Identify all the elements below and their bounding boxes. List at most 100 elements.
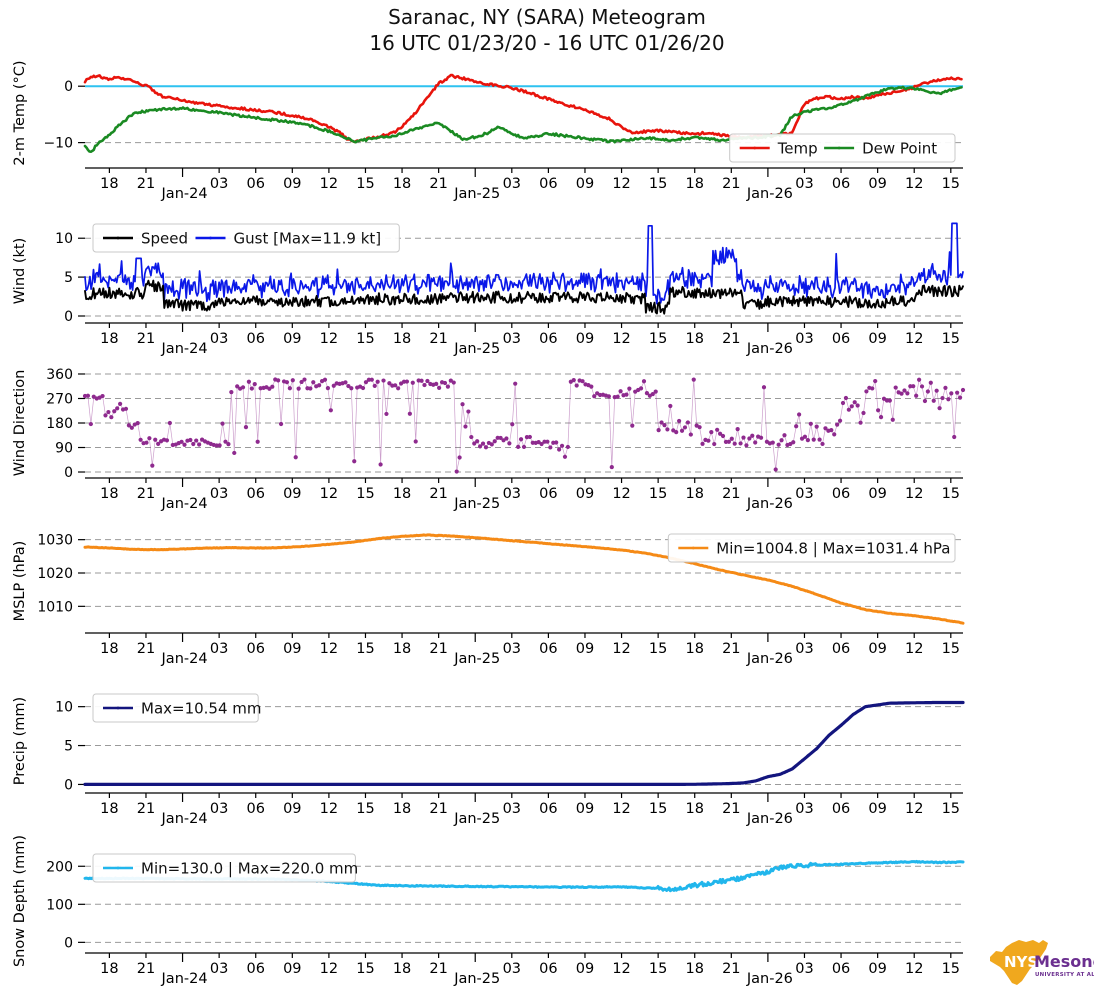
x-hour-label: 03 — [503, 331, 521, 347]
wind-direction-point — [431, 382, 436, 387]
legend-box — [92, 693, 259, 723]
wind-direction-point — [153, 437, 158, 442]
wind-direction-point — [873, 378, 878, 384]
wind-direction-point — [852, 400, 857, 405]
wind-direction-point — [255, 439, 260, 444]
wind-direction-point — [937, 406, 942, 411]
x-hour-label: 18 — [393, 641, 411, 657]
wind-direction-point — [141, 441, 146, 446]
wind-direction-point — [287, 386, 292, 391]
wind-direction-point — [864, 389, 869, 394]
x-hour-label: 03 — [503, 176, 521, 192]
x-hour-label: 15 — [649, 176, 667, 192]
x-hour-label: 12 — [320, 331, 338, 347]
wind-direction-point — [135, 421, 140, 426]
wind-direction-point — [595, 391, 600, 396]
wind-direction-point — [501, 438, 506, 443]
x-hour-label: 06 — [539, 641, 557, 657]
y-axis-label-precip: Precip (mm) — [12, 696, 28, 785]
x-hour-label: 03 — [795, 961, 813, 977]
wind-direction-point — [799, 436, 805, 441]
x-hour-label: 15 — [942, 331, 960, 347]
x-hour-label: 21 — [722, 961, 740, 977]
wind-direction-point — [723, 439, 729, 445]
wind-direction-point — [425, 378, 430, 384]
wind-direction-point — [761, 385, 767, 390]
x-hour-label: 03 — [795, 331, 813, 347]
wind-direction-point — [785, 442, 790, 448]
legend-label: Dew Point — [862, 140, 937, 158]
x-hour-label: 09 — [283, 331, 301, 347]
y-tick-label: 10 — [55, 231, 73, 247]
wind-direction-point — [829, 428, 834, 433]
wind-direction-point — [887, 398, 892, 403]
wind-direction-point — [478, 444, 483, 449]
wind-direction-point — [665, 427, 670, 432]
y-tick-label: 5 — [64, 270, 73, 286]
wind-direction-point — [679, 428, 685, 433]
legend-marker — [116, 706, 120, 710]
x-hour-label: 12 — [320, 176, 338, 192]
wind-direction-point — [533, 440, 538, 445]
x-hour-label: 09 — [283, 486, 301, 502]
wind-direction-point — [606, 394, 611, 399]
x-hour-label: 15 — [942, 801, 960, 817]
wind-direction-point — [797, 412, 802, 417]
x-hour-label: 18 — [685, 801, 703, 817]
wind-direction-point — [712, 441, 717, 447]
legend-marker — [209, 236, 212, 240]
x-hour-label: 12 — [905, 961, 923, 977]
wind-direction-point — [636, 387, 641, 393]
wind-direction-point — [112, 409, 117, 414]
wind-direction-point — [211, 442, 216, 448]
wind-direction-point — [194, 438, 199, 443]
x-hour-label: 06 — [832, 176, 850, 192]
wind-direction-point — [308, 386, 313, 391]
series-line-snow-depth — [83, 859, 965, 893]
logo-svg: NYS Mesonet UNIVERSITY AT ALBANY — [990, 940, 1094, 985]
wind-direction-point — [185, 438, 190, 443]
x-hour-label: 12 — [320, 961, 338, 977]
series-line-dew-point — [83, 85, 963, 153]
wind-direction-point — [902, 388, 907, 393]
y-tick-label: 0 — [64, 79, 73, 95]
wind-direction-point — [229, 390, 234, 395]
wind-direction-point — [650, 391, 655, 397]
x-hour-label: 12 — [905, 801, 923, 817]
wind-direction-point — [88, 421, 93, 427]
x-hour-label: 15 — [649, 961, 667, 977]
x-hour-label: 03 — [210, 486, 228, 502]
x-hour-label: 21 — [722, 641, 740, 657]
wind-direction-point — [876, 408, 881, 413]
legend-temp: Temp Dew Point — [729, 133, 956, 163]
wind-direction-point — [270, 384, 275, 389]
wind-direction-point — [325, 386, 331, 391]
wind-direction-point — [103, 413, 108, 418]
wind-direction-point — [205, 440, 211, 445]
wind-direction-point — [521, 444, 527, 450]
wind-direction-point — [747, 436, 752, 441]
x-day-label: Jan-25 — [453, 651, 500, 667]
x-hour-label: 15 — [649, 801, 667, 817]
wind-direction-point — [791, 440, 796, 445]
wind-direction-point — [846, 407, 851, 412]
x-hour-label: 15 — [649, 331, 667, 347]
wind-direction-point — [396, 386, 401, 391]
wind-direction-point — [922, 398, 928, 404]
wind-direction-point — [150, 463, 155, 468]
y-axis-label-winddir: Wind Direction — [12, 369, 28, 477]
wind-direction-point — [448, 378, 453, 383]
x-hour-label: 12 — [612, 641, 630, 657]
wind-direction-point — [624, 392, 629, 397]
wind-direction-point — [931, 398, 936, 403]
wind-direction-point — [697, 425, 702, 430]
wind-direction-point — [261, 385, 266, 390]
wind-direction-point — [952, 434, 957, 440]
wind-direction-point — [384, 411, 389, 417]
wind-direction-point — [840, 400, 846, 406]
legend-label: Min=130.0 | Max=220.0 mm — [141, 860, 358, 878]
x-hour-label: 03 — [795, 641, 813, 657]
wind-direction-point — [574, 383, 579, 388]
wind-direction-point — [855, 403, 860, 408]
wind-direction-point — [647, 393, 652, 398]
